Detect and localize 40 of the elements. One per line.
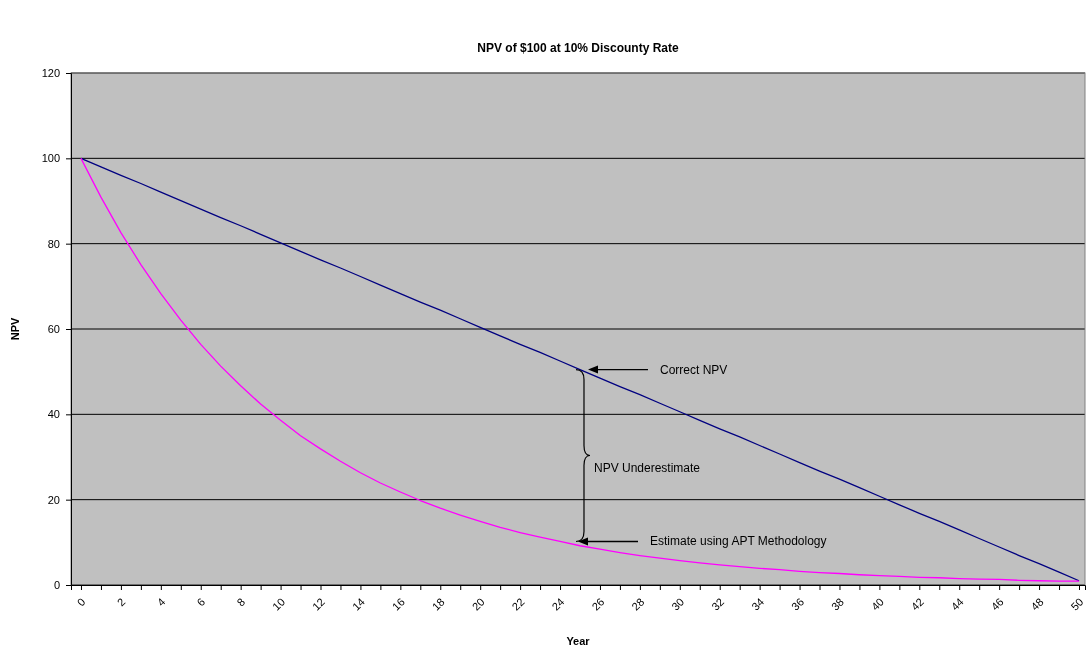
x-tick-label: 22 xyxy=(509,595,527,613)
x-tick-label: 12 xyxy=(309,595,328,613)
x-tick-label: 18 xyxy=(429,595,447,613)
x-tick-label: 34 xyxy=(749,595,767,613)
y-axis-title: NPV xyxy=(9,317,21,341)
x-axis-title: Year xyxy=(566,635,591,647)
x-tick-label: 14 xyxy=(349,595,367,613)
x-tick-label: 20 xyxy=(469,595,487,613)
x-tick-label: 42 xyxy=(908,595,926,613)
x-tick-label: 30 xyxy=(669,595,687,613)
x-tick-label: 28 xyxy=(629,595,647,613)
y-tick-label: 20 xyxy=(47,493,60,506)
y-tick-label: 0 xyxy=(53,579,60,592)
x-tick-label: 8 xyxy=(234,595,248,609)
annotation: Correct NPV xyxy=(659,362,728,377)
annotation: NPV Underestimate xyxy=(593,460,701,475)
line-series xyxy=(80,157,1080,582)
y-tick-label: 120 xyxy=(41,67,60,80)
chart-title: NPV of $100 at 10% Discounty Rate xyxy=(477,41,680,55)
x-tick-label: 32 xyxy=(709,595,727,613)
x-tick-label: 40 xyxy=(868,595,886,613)
x-tick-label: 46 xyxy=(988,595,1006,613)
y-tick-label: 100 xyxy=(41,152,60,165)
annotation: Estimate using APT Methodology xyxy=(650,534,827,549)
y-tick-label: 80 xyxy=(47,237,60,250)
x-tick-label: 16 xyxy=(389,595,407,613)
x-tick-label: 50 xyxy=(1068,595,1086,613)
x-tick-label: 4 xyxy=(154,595,168,609)
x-tick-label: 38 xyxy=(828,595,847,613)
x-tick-label: 2 xyxy=(114,595,128,609)
x-tick-label: 44 xyxy=(948,595,966,613)
x-tick-label: 48 xyxy=(1028,595,1046,613)
x-tick-label: 6 xyxy=(194,595,208,609)
x-tick-label: 24 xyxy=(549,595,567,613)
x-tick-label: 0 xyxy=(74,595,88,609)
y-tick-label: 40 xyxy=(47,408,60,421)
x-tick-label: 36 xyxy=(788,595,807,613)
x-tick-label: 10 xyxy=(270,595,288,613)
y-tick-label: 60 xyxy=(47,323,60,336)
x-tick-label: 26 xyxy=(589,595,607,613)
